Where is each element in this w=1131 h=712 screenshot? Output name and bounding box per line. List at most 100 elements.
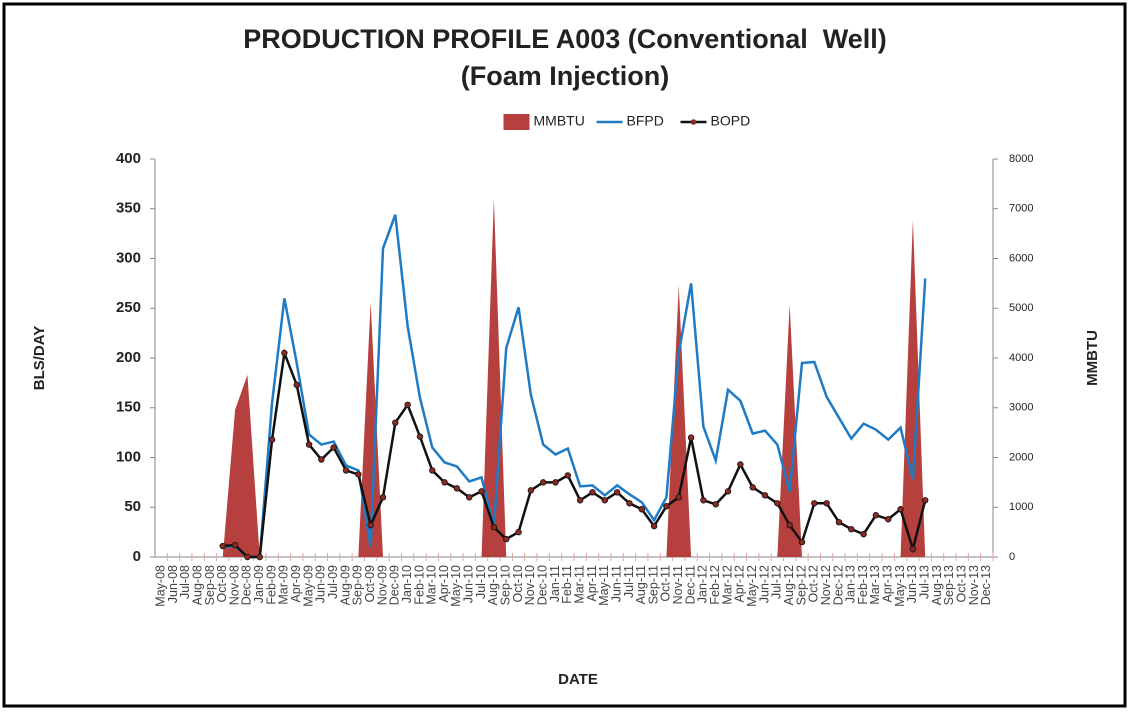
y2-tick-label: 1000: [1009, 501, 1033, 513]
x-tick-label: Sep-08: [203, 565, 217, 605]
marker: [885, 515, 892, 523]
x-tick-label: Jul-08: [178, 565, 192, 599]
marker: [601, 497, 609, 504]
x-tick-label: Jun-12: [757, 565, 771, 603]
x-tick-label: Mar-09: [277, 565, 291, 605]
marker: [293, 381, 300, 389]
x-tick-label: Oct-11: [659, 565, 673, 602]
marker: [823, 500, 830, 507]
x-tick-label: Jan-11: [548, 565, 562, 602]
y-axis-label: BLS/DAY: [31, 326, 48, 390]
y2-tick-label: 4000: [1009, 352, 1033, 364]
y2-tick-label: 8000: [1009, 153, 1033, 165]
x-tick-label: Jul-10: [474, 565, 488, 599]
marker: [404, 401, 411, 408]
y2-tick-label: 7000: [1009, 203, 1033, 215]
marker: [552, 479, 559, 486]
x-tick-label: Jul-11: [622, 565, 636, 598]
marker: [453, 485, 461, 492]
marker: [515, 528, 522, 536]
y-tick-label: 0: [133, 548, 141, 565]
marker: [330, 444, 337, 451]
marker: [638, 506, 645, 513]
y-tick-label: 100: [116, 448, 141, 465]
y2-tick-label: 3000: [1009, 402, 1033, 414]
marker: [774, 500, 781, 507]
marker: [761, 492, 769, 499]
marker: [392, 419, 399, 426]
marker: [811, 500, 818, 507]
marker: [798, 538, 806, 546]
x-tick-label: Feb-11: [560, 565, 574, 604]
marker: [342, 467, 350, 474]
marker: [675, 494, 682, 501]
marker: [786, 521, 793, 529]
x-tick-label: Dec-10: [535, 565, 549, 605]
marker: [355, 471, 362, 478]
x-tick-label: Oct-10: [511, 565, 525, 603]
x-tick-label: Mar-13: [868, 565, 882, 605]
marker: [503, 535, 510, 543]
x-tick-label: Feb-13: [856, 565, 870, 605]
y2-tick-label: 5000: [1009, 302, 1033, 314]
x-tick-label: May-09: [301, 565, 315, 607]
marker: [281, 349, 288, 357]
marker: [318, 456, 325, 463]
y-tick-label: 200: [116, 349, 141, 366]
marker: [441, 479, 448, 486]
line: [222, 214, 927, 559]
x-tick-label: Sep-09: [351, 565, 365, 605]
marker: [687, 434, 695, 441]
y-tick-label: 50: [124, 498, 141, 515]
x-tick-label: Dec-11: [683, 565, 697, 604]
x-tick-label: Nov-09: [375, 565, 389, 605]
x-tick-label: Feb-09: [264, 565, 278, 605]
x-tick-label: Dec-12: [831, 565, 845, 605]
x-tick-label: Jul-12: [770, 565, 784, 599]
x-tick-label: Apr-11: [585, 565, 599, 602]
x-tick-label: Aug-10: [486, 565, 500, 605]
line: [222, 348, 927, 559]
marker: [268, 436, 276, 443]
marker: [305, 441, 313, 448]
x-tick-label: Apr-13: [881, 565, 895, 603]
marker: [219, 542, 226, 550]
x-tick-label: Aug-11: [634, 565, 648, 604]
marker: [244, 553, 251, 561]
x-tick-label: Jun-13: [905, 565, 919, 603]
y-tick-label: 250: [116, 299, 141, 316]
x-tick-label: Jun-08: [166, 565, 180, 603]
y2-axis-label: MMBTU: [1084, 330, 1101, 386]
marker: [860, 530, 867, 538]
x-tick-label: Jan-09: [252, 565, 266, 603]
y2-tick-label: 6000: [1009, 252, 1033, 264]
legend-label: MMBTU: [534, 113, 585, 129]
x-axis-label: DATE: [558, 671, 598, 688]
x-tick-label: Jan-10: [400, 565, 414, 603]
y2-tick-label: 2000: [1009, 451, 1033, 463]
y-tick-label: 150: [116, 399, 141, 416]
x-tick-label: Nov-13: [967, 565, 981, 605]
x-tick-label: Oct-13: [954, 565, 968, 603]
marker: [478, 488, 485, 495]
marker: [724, 488, 732, 495]
x-tick-label: Jun-10: [462, 565, 476, 603]
x-tick-label: Nov-10: [523, 565, 537, 605]
marker: [712, 501, 719, 508]
marker: [650, 522, 658, 530]
y-tick-label: 300: [116, 249, 141, 266]
x-tick-label: Sep-13: [942, 565, 956, 605]
marker: [872, 512, 880, 519]
x-tick-label: Nov-12: [819, 565, 833, 605]
legend-swatch: [503, 114, 530, 130]
marker: [909, 545, 917, 553]
x-tick-label: Aug-12: [782, 565, 796, 605]
marker: [231, 541, 239, 549]
x-tick-label: Aug-09: [338, 565, 352, 605]
x-tick-label: Mar-10: [425, 565, 439, 605]
marker: [663, 503, 670, 510]
x-tick-label: May-10: [449, 565, 463, 607]
chart-title: PRODUCTION PROFILE A003 (Conventional We…: [243, 24, 887, 54]
y-tick-label: 400: [116, 150, 141, 167]
x-tick-label: Jul-09: [326, 565, 340, 599]
